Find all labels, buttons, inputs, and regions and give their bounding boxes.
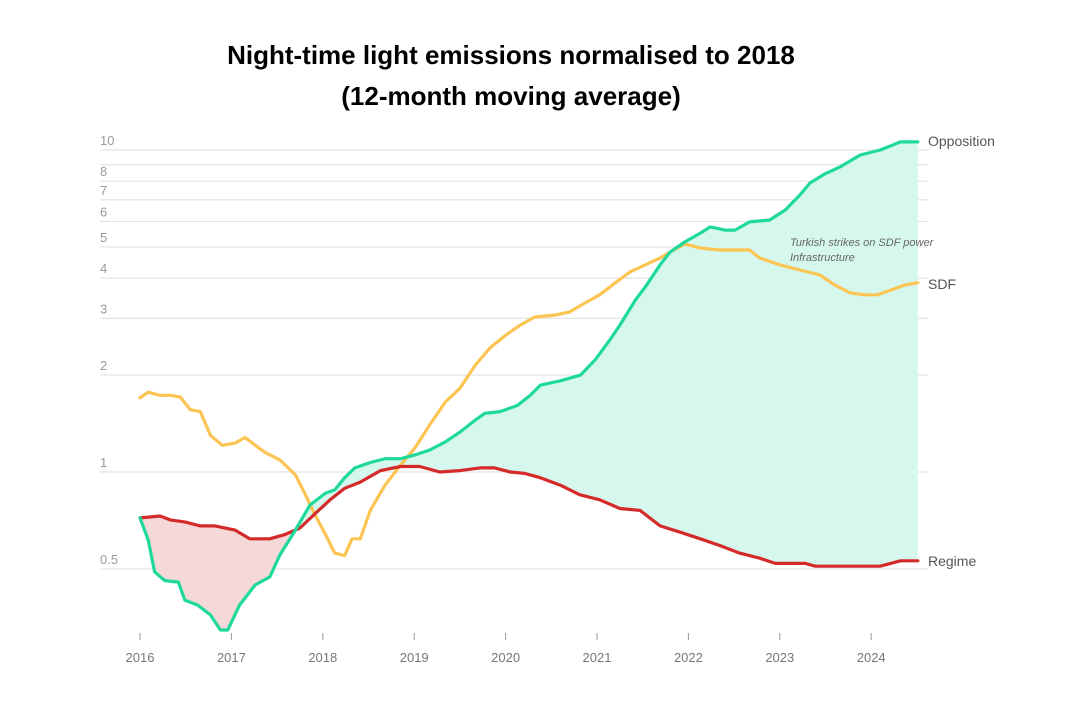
chart-title-line-1: Night-time light emissions normalised to… — [227, 40, 795, 70]
series-line-sdf — [138, 242, 920, 558]
area-fills — [140, 141, 918, 630]
y-tick-label: 2 — [100, 358, 107, 373]
annotation-line-2: Infrastructure — [790, 252, 855, 264]
series-label-sdf: SDF — [928, 276, 956, 292]
x-tick-label: 2022 — [674, 650, 703, 665]
y-tick-label: 0.5 — [100, 552, 118, 567]
y-tick-label: 1 — [100, 455, 107, 470]
series-lines — [138, 140, 920, 632]
y-tick-label: 7 — [100, 183, 107, 198]
y-axis: 10 8 7 6 5 4 3 2 1 0.5 — [100, 133, 118, 567]
x-axis: 2016 2017 2018 2019 2020 2021 2022 2023 2024 — [126, 633, 886, 665]
x-tick-label: 2024 — [857, 650, 886, 665]
x-tick-label: 2021 — [583, 650, 612, 665]
y-tick-label: 6 — [100, 204, 107, 219]
fill-regime-above-opposition — [140, 466, 918, 630]
y-tick-label: 10 — [100, 133, 114, 148]
x-tick-label: 2017 — [217, 650, 246, 665]
fill-opposition-above-regime — [140, 141, 918, 567]
y-tick-label: 4 — [100, 261, 107, 276]
y-tick-label: 8 — [100, 164, 107, 179]
series-line-opposition — [138, 140, 920, 632]
x-tick-label: 2018 — [308, 650, 337, 665]
chart-title-line-2: (12-month moving average) — [341, 81, 681, 111]
series-line-regime — [138, 464, 920, 568]
series-label-opposition: Opposition — [928, 133, 995, 149]
annotation-line-1: Turkish strikes on SDF power — [790, 237, 935, 249]
x-tick-label: 2016 — [126, 650, 155, 665]
x-tick-label: 2023 — [765, 650, 794, 665]
x-tick-label: 2020 — [491, 650, 520, 665]
y-tick-label: 5 — [100, 230, 107, 245]
y-tick-label: 3 — [100, 301, 107, 316]
x-tick-label: 2019 — [400, 650, 429, 665]
series-label-regime: Regime — [928, 553, 976, 569]
